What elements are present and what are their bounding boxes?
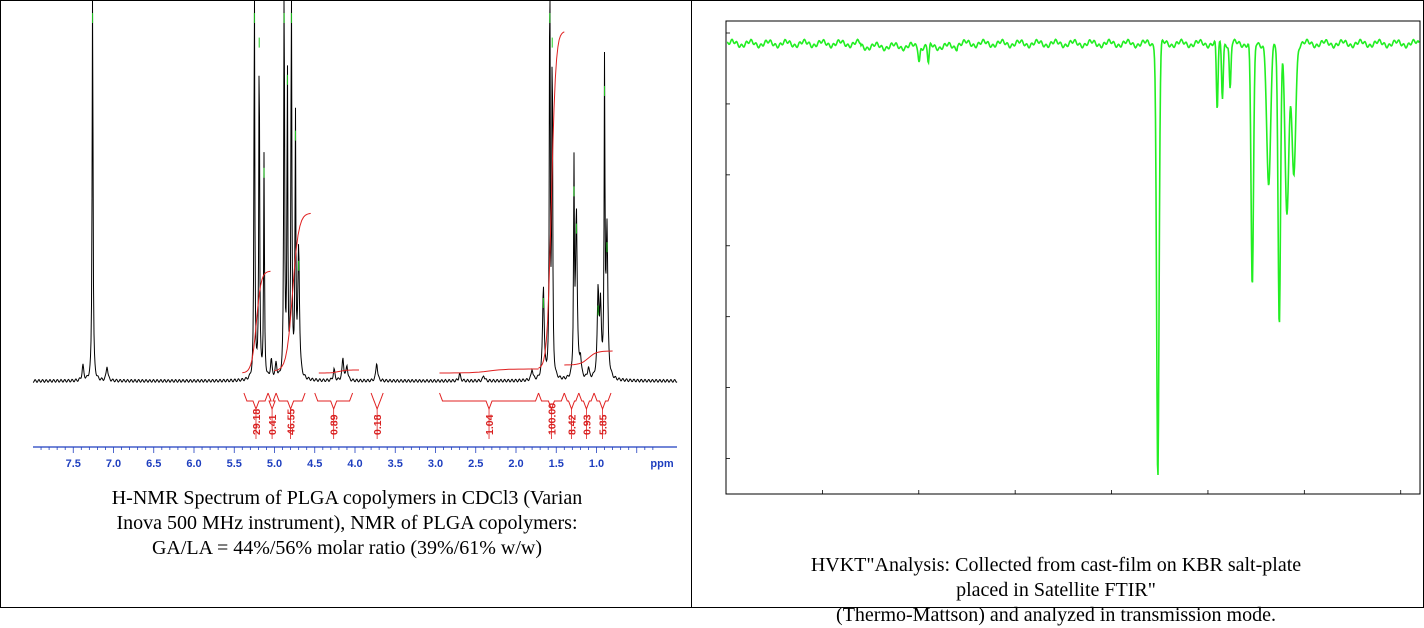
ftir-spectrum-trace xyxy=(726,38,1420,476)
ftir-spectrum-plot xyxy=(725,20,1421,495)
nmr-x-tick-label: 3.0 xyxy=(428,458,443,470)
nmr-integral-label: 0.41 xyxy=(267,414,279,435)
nmr-integral-label: 46.55 xyxy=(286,409,298,435)
nmr-spectrum-trace xyxy=(32,1,678,383)
ftir-caption-line: HVKT"Analysis: Collected from cast-film … xyxy=(810,554,1302,576)
nmr-integral-label: 100.00 xyxy=(546,403,558,435)
nmr-x-tick-label: 7.5 xyxy=(66,458,81,470)
nmr-x-tick-label: 2.0 xyxy=(508,458,523,470)
nmr-integral-curve xyxy=(538,31,565,369)
nmr-integral-label: 0.93 xyxy=(581,414,593,435)
nmr-x-tick-label: 5.0 xyxy=(267,458,282,470)
nmr-integral-bracket xyxy=(578,392,595,411)
nmr-integral-label: 0.89 xyxy=(329,414,341,435)
nmr-integral-bracket xyxy=(370,392,384,411)
nmr-integral-curve xyxy=(564,350,613,366)
nmr-integral-label: 8.42 xyxy=(567,414,579,435)
nmr-x-tick-label: 6.5 xyxy=(146,458,161,470)
nmr-x-axis-label: ppm xyxy=(650,458,673,470)
nmr-integral-curve xyxy=(242,270,271,374)
ftir-panel xyxy=(691,0,1424,608)
nmr-caption-line: GA/LA = 44%/56% molar ratio (39%/61% w/w… xyxy=(151,537,543,559)
nmr-integral-label: 5.85 xyxy=(598,414,610,435)
ftir-caption-line: placed in Satellite FTIR" xyxy=(956,579,1156,601)
ftir-caption: HVKT"Analysis: Collected from cast-film … xyxy=(696,553,1416,628)
nmr-integral-bracket xyxy=(243,392,269,411)
ftir-caption-line: (Thermo-Mattson) and analyzed in transmi… xyxy=(836,604,1276,626)
nmr-x-tick-label: 5.5 xyxy=(227,458,242,470)
nmr-x-tick-label: 3.5 xyxy=(388,458,403,470)
nmr-spectrum-plot: 29.18 0.41 46.55 0.89 0.18 1.04 100.00 8.42 0.93… xyxy=(32,1,678,470)
nmr-x-tick-label: 4.5 xyxy=(307,458,322,470)
ftir-plot-area xyxy=(725,20,1421,495)
nmr-integral-bracket xyxy=(275,392,306,411)
nmr-x-tick-label: 7.0 xyxy=(106,458,121,470)
nmr-panel: 29.18 0.41 46.55 0.89 0.18 1.04 100.00 8.42 0.93… xyxy=(0,0,692,608)
nmr-integral-label: 29.18 xyxy=(251,409,263,435)
nmr-caption-line: H-NMR Spectrum of PLGA copolymers in CDC… xyxy=(111,487,583,509)
nmr-caption: H-NMR Spectrum of PLGA copolymers in CDC… xyxy=(1,486,693,561)
nmr-integral-curve xyxy=(274,212,311,372)
nmr-integral-label: 0.18 xyxy=(372,414,384,435)
nmr-integral-curve xyxy=(439,368,539,374)
nmr-integral-bracket xyxy=(314,392,354,411)
nmr-integral-curve xyxy=(318,369,359,374)
nmr-integral-bracket xyxy=(439,392,540,411)
nmr-x-tick-label: 6.0 xyxy=(186,458,201,470)
nmr-x-tick-label: 1.5 xyxy=(549,458,564,470)
nmr-integral-bracket xyxy=(267,392,277,411)
nmr-x-tick-label: 2.5 xyxy=(468,458,483,470)
nmr-x-tick-label: 4.0 xyxy=(347,458,362,470)
nmr-x-tick-label: 1.0 xyxy=(589,458,604,470)
nmr-integral-bracket xyxy=(563,392,580,411)
nmr-integral-label: 1.04 xyxy=(484,414,496,435)
nmr-integral-bracket xyxy=(593,392,612,411)
nmr-caption-line: Inova 500 MHz instrument), NMR of PLGA c… xyxy=(116,512,578,534)
